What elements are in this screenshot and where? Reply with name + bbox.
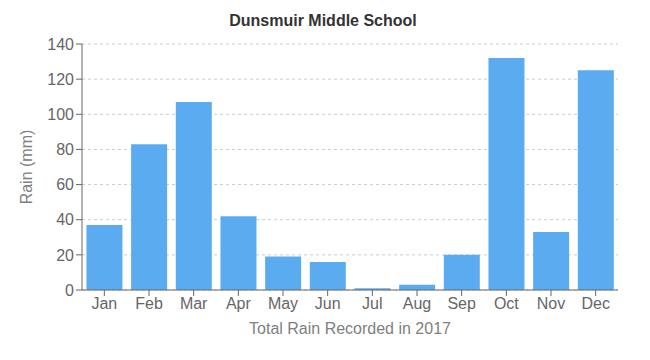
- html-text:Dunsmuir Middle School: Dunsmuir Middle School: [229, 12, 417, 29]
- svg-text:0: 0: [65, 282, 74, 299]
- svg-text:40: 40: [56, 211, 74, 228]
- svg-text:Jun: Jun: [315, 295, 341, 312]
- svg-text:Feb: Feb: [135, 295, 163, 312]
- svg-text:Oct: Oct: [494, 295, 519, 312]
- svg-text:Jan: Jan: [91, 295, 117, 312]
- svg-text:Apr: Apr: [226, 295, 252, 312]
- svg-text:Total Rain Recorded in 2017: Total Rain Recorded in 2017: [249, 320, 451, 337]
- svg-text:Nov: Nov: [537, 295, 565, 312]
- svg-text:Mar: Mar: [180, 295, 208, 312]
- svg-text:Dec: Dec: [581, 295, 609, 312]
- svg-text:60: 60: [56, 176, 74, 193]
- svg-text:120: 120: [47, 71, 74, 88]
- svg-text:Sep: Sep: [447, 295, 476, 312]
- svg-text:20: 20: [56, 247, 74, 264]
- svg-text:May: May: [268, 295, 298, 312]
- svg-text:Jul: Jul: [362, 295, 382, 312]
- svg-text:140: 140: [47, 36, 74, 53]
- svg-text:Aug: Aug: [403, 295, 431, 312]
- svg-text:80: 80: [56, 141, 74, 158]
- svg-text:100: 100: [47, 106, 74, 123]
- svg-text:Rain (mm): Rain (mm): [18, 130, 35, 205]
